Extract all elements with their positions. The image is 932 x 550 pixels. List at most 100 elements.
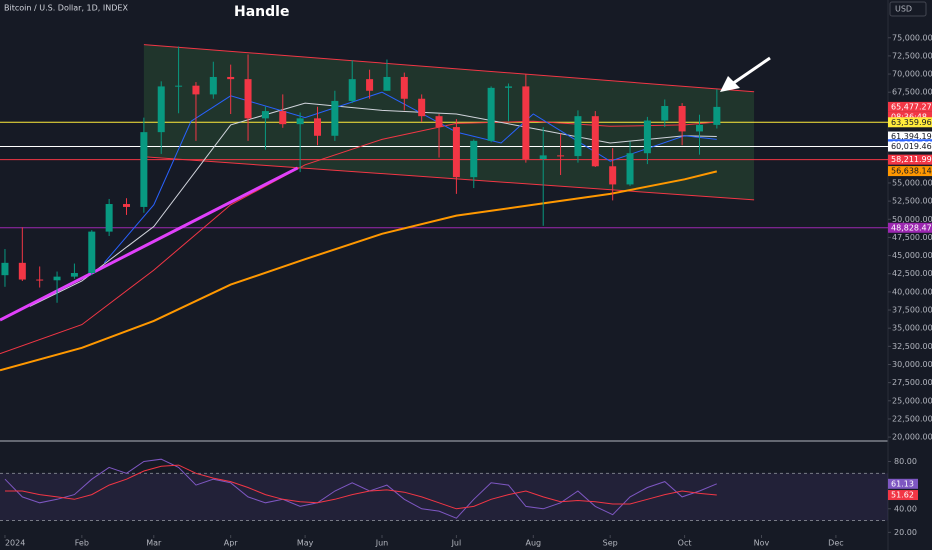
candle-body	[261, 111, 269, 119]
price-badge-label: 48,828.47	[891, 223, 932, 232]
candle-body	[209, 76, 217, 95]
candle-body	[435, 116, 443, 128]
arrow	[720, 56, 771, 92]
y-tick-label: 42,500.00	[892, 269, 932, 278]
price-badge-label: 65,477.27	[891, 102, 932, 111]
chart-title: Bitcoin / U.S. Dollar, 1D, INDEX	[4, 4, 128, 13]
candle-body	[452, 127, 460, 178]
y-tick-label: 45,000.00	[892, 251, 932, 260]
candle-body	[313, 118, 321, 136]
candle-body	[661, 106, 669, 121]
price-badge	[888, 101, 932, 112]
y-tick-label: 75,000.00	[892, 33, 932, 42]
x-tick-label: Nov	[754, 539, 770, 548]
candle-body	[244, 79, 252, 119]
candle-body	[504, 86, 512, 88]
price-badge-label: 60,019.46	[891, 142, 932, 151]
x-tick-label: Oct	[678, 539, 692, 548]
candle-body	[366, 79, 374, 91]
y-tick-label: 22,500.00	[892, 414, 932, 423]
y-tick-label: 20,000.00	[892, 433, 932, 442]
x-tick-label: May	[297, 539, 314, 548]
y-tick-label: 67,500.00	[892, 88, 932, 97]
x-tick-label: Sep	[603, 539, 618, 548]
candle-body	[331, 100, 339, 136]
rsi-y-tick-label: 40.00	[894, 504, 917, 513]
price-badge-label: 63,359.96	[891, 118, 932, 127]
annotation: Handle	[234, 4, 289, 20]
candle-body	[105, 204, 113, 232]
candle-body	[574, 116, 582, 157]
candle-body	[591, 116, 599, 167]
price-badge	[888, 131, 932, 142]
candle-body	[175, 85, 183, 87]
candle-body	[157, 86, 165, 133]
candle-body	[400, 76, 408, 99]
y-tick-label: 40,000.00	[892, 287, 932, 296]
x-tick-label: Aug	[525, 539, 541, 548]
x-tick-label: Mar	[146, 539, 162, 548]
y-tick-label: 70,000.00	[892, 70, 932, 79]
candle-body	[678, 106, 686, 132]
y-tick-label: 50,000.00	[892, 215, 932, 224]
candle-body	[522, 86, 530, 160]
rsi-line	[5, 464, 717, 510]
y-tick-label: 27,500.00	[892, 378, 932, 387]
price-badge	[888, 154, 932, 165]
candle-body	[53, 276, 61, 281]
x-tick-label: Dec	[828, 539, 843, 548]
candle-body	[557, 155, 565, 157]
price-badge-label: 56,638.14	[891, 167, 932, 176]
price-badge	[888, 117, 932, 128]
x-tick-label: 2024	[5, 539, 25, 548]
candle-body	[539, 155, 547, 160]
y-tick-label: 30,000.00	[892, 360, 932, 369]
candle-body	[487, 87, 495, 141]
price-badge	[888, 166, 932, 177]
price-badge-label: 61,394.19	[891, 132, 932, 141]
y-tick-label: 37,500.00	[892, 306, 932, 315]
currency-box	[889, 1, 927, 17]
candle-body	[70, 273, 78, 277]
rsi-badge-label: 61.13	[891, 479, 914, 488]
candle-body	[18, 262, 26, 280]
candle-body	[609, 166, 617, 185]
y-tick-label: 25,000.00	[892, 396, 932, 405]
candle-body	[695, 124, 703, 132]
y-tick-label: 47,500.00	[892, 233, 932, 242]
candle-body	[88, 231, 96, 274]
countdown-badge	[888, 111, 932, 122]
candle-body	[140, 132, 148, 207]
candle-body	[36, 279, 44, 281]
x-tick-label: Jun	[375, 539, 389, 548]
y-tick-label: 52,500.00	[892, 197, 932, 206]
x-tick-label: Jul	[451, 539, 462, 548]
candle-body	[626, 153, 634, 185]
x-tick-label: Feb	[75, 539, 89, 548]
candle-body	[348, 79, 356, 101]
price-badge	[888, 222, 932, 233]
candle-body	[383, 76, 391, 91]
candle-body	[418, 98, 426, 117]
candle-body	[279, 111, 287, 125]
rsi-line	[4, 458, 717, 519]
candle-body	[227, 76, 235, 80]
price-badge	[888, 141, 932, 152]
moving-average	[29, 102, 717, 307]
candle-body	[296, 118, 304, 125]
moving-average	[0, 166, 299, 322]
channel-line	[143, 44, 755, 93]
candle-body	[1, 262, 9, 276]
y-tick-label: 55,000.00	[892, 178, 932, 187]
y-tick-label: 72,500.00	[892, 51, 932, 60]
price-badge-label: 58,211.99	[891, 155, 932, 164]
candle-body	[470, 140, 478, 178]
candle-body	[713, 106, 721, 125]
channel-line	[143, 156, 755, 201]
x-tick-label: Apr	[224, 539, 239, 548]
candle-body	[123, 204, 131, 207]
moving-average	[0, 170, 718, 372]
rsi-badge	[888, 478, 918, 489]
